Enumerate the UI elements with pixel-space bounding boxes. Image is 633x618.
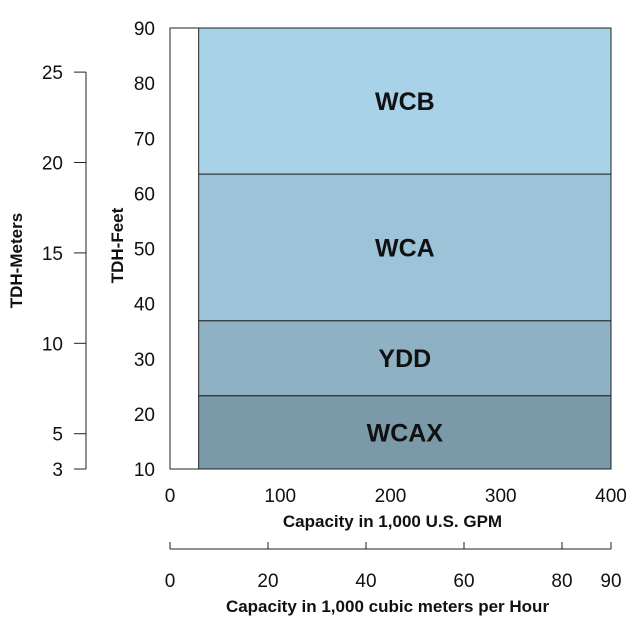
y-tick-label: 90 xyxy=(134,19,155,40)
band-wca xyxy=(198,173,612,322)
band-label-wcax: WCAX xyxy=(367,419,444,447)
x-tick-label: 200 xyxy=(375,486,407,507)
y2-tick-label: 5 xyxy=(52,425,63,446)
y2-tick-label: 10 xyxy=(42,334,63,355)
y2-tick-label: 25 xyxy=(42,63,63,84)
y-tick-label: 30 xyxy=(134,350,155,371)
y-tick-label: 10 xyxy=(134,460,155,481)
y2-tick-label: 15 xyxy=(42,244,63,265)
x-tick-label: 400 xyxy=(595,486,627,507)
x-tick-label: 0 xyxy=(165,486,176,507)
band-wcax xyxy=(198,395,612,470)
x2-tick-label: 0 xyxy=(165,571,176,592)
y2-tick-label: 3 xyxy=(52,460,63,481)
y2-axis-title: TDH-Meters xyxy=(7,213,26,308)
band-label-wcb: WCB xyxy=(375,88,435,116)
band-label-ydd: YDD xyxy=(378,345,431,373)
y-axis-title: TDH-Feet xyxy=(108,207,127,283)
x2-tick-label: 60 xyxy=(453,571,474,592)
x-axis-title: Capacity in 1,000 U.S. GPM xyxy=(283,512,502,531)
band-wcb xyxy=(198,27,612,175)
y2-tick-label: 20 xyxy=(42,154,63,175)
y-tick-label: 50 xyxy=(134,240,155,261)
x-tick-label: 100 xyxy=(264,486,296,507)
y-tick-label: 80 xyxy=(134,74,155,95)
x2-tick-label: 90 xyxy=(600,571,621,592)
y-tick-label: 70 xyxy=(134,129,155,150)
x2-tick-label: 20 xyxy=(257,571,278,592)
x2-tick-label: 80 xyxy=(551,571,572,592)
x2-axis-title: Capacity in 1,000 cubic meters per Hour xyxy=(226,597,550,616)
y-tick-label: 20 xyxy=(134,405,155,426)
x2-tick-label: 40 xyxy=(355,571,376,592)
y-tick-label: 60 xyxy=(134,184,155,205)
y-tick-label: 40 xyxy=(134,295,155,316)
band-label-wca: WCA xyxy=(375,234,435,262)
x-tick-label: 300 xyxy=(485,486,517,507)
